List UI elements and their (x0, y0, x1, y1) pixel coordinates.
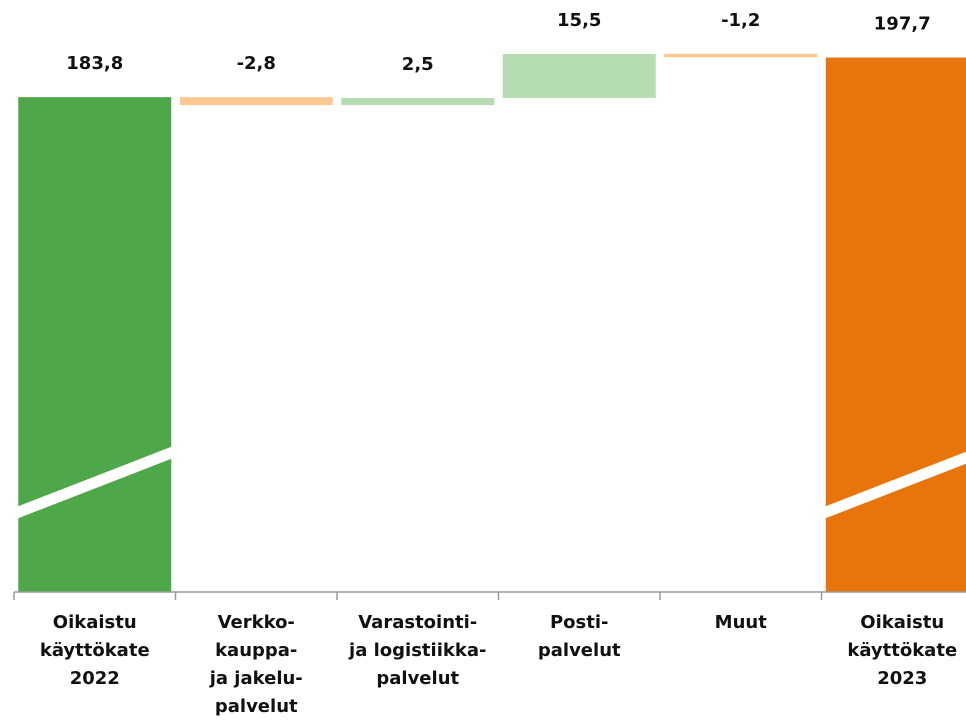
value-label: 183,8 (66, 53, 123, 74)
value-label: 2,5 (402, 54, 434, 75)
x-tick-label: Oikaistu käyttökate 2022 (40, 612, 150, 689)
value-label: -1,2 (721, 10, 760, 31)
bar (502, 53, 656, 98)
bar (18, 97, 172, 592)
bar (664, 53, 818, 58)
axis-break (16, 446, 174, 519)
bar (825, 57, 966, 592)
value-label: 15,5 (557, 10, 601, 31)
bar (341, 97, 495, 106)
value-label: 197,7 (874, 14, 931, 35)
x-tick-label: Oikaistu käyttökate 2023 (847, 612, 957, 689)
axis-break (823, 451, 966, 519)
x-tick-label: Posti-palvelut (538, 612, 621, 661)
x-tick-label: Verkko-kauppa-ja jakelu-palvelut (209, 612, 303, 717)
value-label: -2,8 (237, 53, 276, 74)
x-tick-label: Varastointi-ja logistiikka-palvelut (348, 612, 486, 689)
x-tick-label: Muut (715, 612, 768, 633)
bar (179, 97, 333, 106)
